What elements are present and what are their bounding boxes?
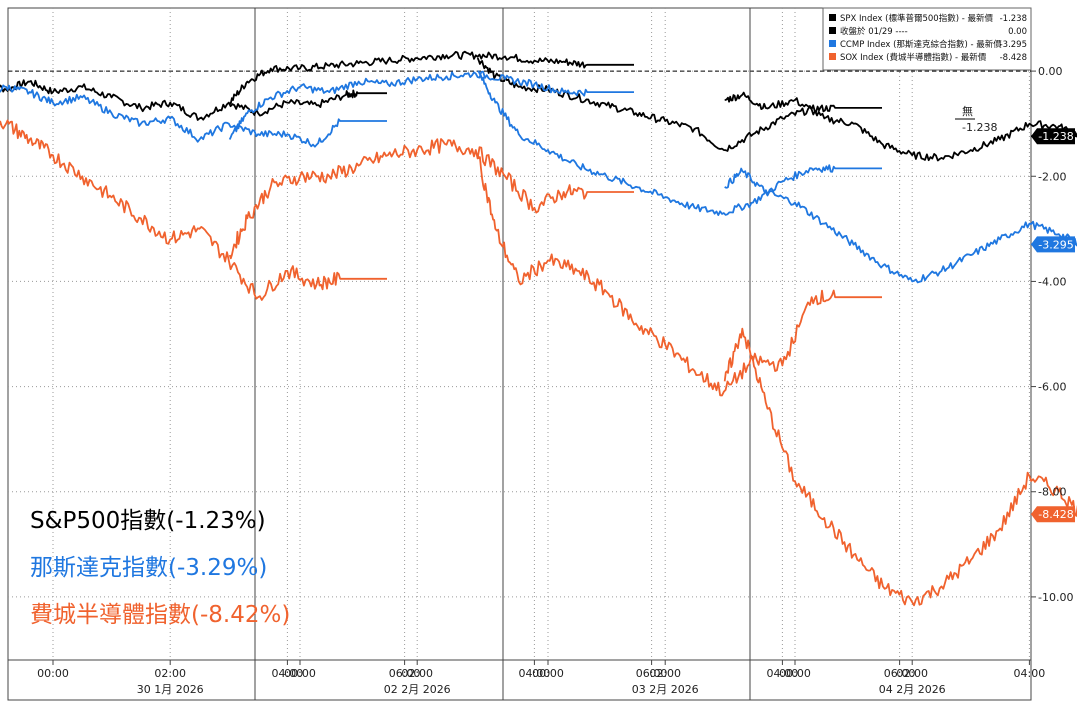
legend-value: -1.238 [1000, 14, 1027, 24]
y-tick-label: -6.00 [1038, 381, 1066, 394]
series-line [476, 57, 882, 152]
y-tick-label: -2.00 [1038, 170, 1066, 183]
x-tick-label: 06:00 [884, 667, 916, 680]
last-value-flags: -1.238 -3.295 -8.428 [1031, 128, 1077, 523]
x-tick-label: 02:00 [154, 667, 186, 680]
series-line [229, 50, 634, 105]
x-tick-label: 00:00 [532, 667, 564, 680]
series-lines [0, 50, 1077, 607]
x-tick-label: 02:00 [896, 667, 928, 680]
legend-label: CCMP Index (那斯達克綜合指數) - 最新價 [840, 39, 1002, 50]
annotation-label: 無 [962, 104, 973, 118]
x-tick-label: 04:00 [519, 667, 551, 680]
legend-label: SOX Index (費城半導體指數) - 最新價 [840, 52, 987, 63]
last-value-flag-text: -3.295 [1038, 238, 1073, 251]
x-session-label: 03 2月 2026 [632, 683, 699, 696]
legend-value: -8.428 [1000, 53, 1027, 63]
last-value-flag [1031, 506, 1075, 523]
legend-swatch [829, 53, 836, 60]
series-line [724, 91, 1077, 162]
overlay-labels: S&P500指數(-1.23%) 那斯達克指數(-3.29%) 費城半導體指數(-8… [30, 508, 290, 628]
x-tick-label: 02:00 [649, 667, 681, 680]
legend-value: -3.295 [1000, 40, 1027, 50]
x-tick-label: 02:00 [401, 667, 433, 680]
series-line [724, 167, 1077, 284]
overlay-label: 費城半導體指數(-8.42%) [30, 602, 290, 628]
last-value-flag [1031, 128, 1075, 145]
y-tick-label: -8.00 [1038, 486, 1066, 499]
series-line [0, 119, 387, 301]
y-axis: 0.00 -2.00 -4.00 -6.00 -8.00 -10.00 [1031, 65, 1073, 604]
last-value-flag [1031, 236, 1075, 253]
series-line [228, 70, 634, 140]
legend-swatch [829, 40, 836, 47]
series-line [476, 154, 882, 397]
series-line [0, 79, 387, 121]
legend-swatch [829, 14, 836, 21]
x-session-label: 04 2月 2026 [879, 683, 946, 696]
x-tick-label: 04:00 [767, 667, 799, 680]
x-axis: 00:00 02:00 04:00 06:00 30 1月 2026 00:00 02:00… [37, 660, 1046, 696]
x-tick-label: 06:00 [389, 667, 421, 680]
legend-swatch [829, 27, 836, 34]
series-line [477, 70, 882, 216]
x-tick-label: 00:00 [284, 667, 316, 680]
y-tick-label: -10.00 [1038, 591, 1073, 604]
annotation-value: -1.238 [962, 121, 997, 134]
annotation: 無 -1.238 [955, 104, 997, 134]
series-line [228, 138, 634, 260]
x-tick-label: 00:00 [37, 667, 69, 680]
x-tick-label: 04:00 [1014, 667, 1046, 680]
y-tick-label: -4.00 [1038, 275, 1066, 288]
legend-box [822, 7, 1032, 71]
series-line [0, 84, 387, 148]
legend-value: 0.00 [1008, 27, 1027, 37]
last-value-flag-text: -1.238 [1038, 130, 1073, 143]
overlay-label: S&P500指數(-1.23%) [30, 508, 266, 534]
legend-label: SPX Index (標準普爾500指數) - 最新價 [840, 13, 993, 24]
last-value-flag-text: -8.428 [1038, 508, 1073, 521]
x-session-label: 02 2月 2026 [384, 683, 451, 696]
x-tick-label: 06:00 [636, 667, 668, 680]
x-session-label: 30 1月 2026 [137, 683, 204, 696]
y-tick-label: 0.00 [1038, 65, 1063, 78]
plot-frame [7, 7, 1032, 701]
legend-label: 收盤於 01/29 ---- [840, 26, 908, 37]
x-tick-label: 04:00 [272, 667, 304, 680]
series-line [723, 327, 1077, 607]
overlay-label: 那斯達克指數(-3.29%) [30, 555, 267, 581]
legend: SPX Index (標準普爾500指數) - 最新價 -1.238 收盤於 01/… [822, 7, 1032, 71]
x-tick-label: 00:00 [779, 667, 811, 680]
